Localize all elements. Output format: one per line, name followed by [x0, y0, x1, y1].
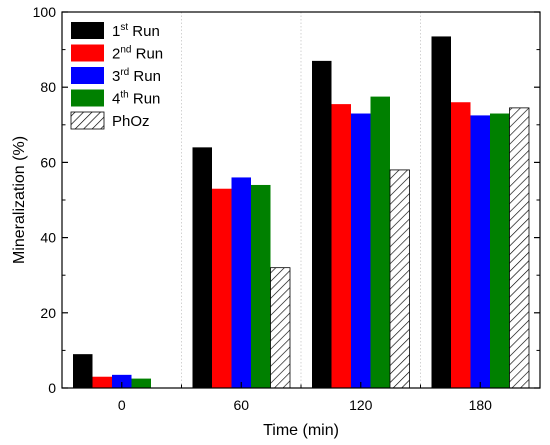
bar-series-3-cat-60 [231, 177, 251, 388]
bar-series-3-cat-120 [351, 113, 371, 389]
legend-swatch [70, 111, 105, 130]
legend-swatch [71, 22, 104, 39]
bar-series-5-cat-120 [389, 169, 410, 389]
bar-series-4-cat-120 [370, 96, 390, 388]
bar-series-4-cat-60 [251, 184, 271, 388]
y-tick-label: 0 [48, 380, 56, 396]
bar-series-2-cat-120 [331, 104, 351, 389]
bar-series-1-cat-60 [192, 147, 212, 388]
bar-series-4-cat-0 [131, 378, 151, 388]
y-tick-label: 40 [40, 230, 56, 246]
y-axis-label: Mineralization (%) [11, 136, 28, 264]
legend-label: 4th Run [112, 90, 160, 108]
bar-series-3-cat-0 [112, 374, 132, 388]
axis-ticks: 0 20 40 60 80 100 0 60 120 180 [33, 4, 541, 413]
bar-series-5-cat-60 [270, 267, 291, 389]
legend: 1st Run 2nd Run 3rd Run 4th Run PhOz [70, 22, 163, 130]
x-tick-label: 60 [233, 397, 249, 413]
legend-swatch [71, 89, 104, 107]
bar-series-2-cat-60 [212, 188, 232, 388]
legend-label: 3rd Run [112, 67, 161, 85]
x-tick-label: 180 [469, 397, 493, 413]
legend-label: 2nd Run [112, 45, 163, 63]
bar-series-2-cat-180 [451, 102, 471, 389]
legend-label: PhOz [112, 113, 150, 130]
bars [73, 36, 530, 389]
legend-swatch [71, 44, 104, 62]
bar-series-1-cat-0 [73, 354, 93, 388]
y-tick-label: 100 [33, 4, 57, 20]
legend-label: 1st Run [112, 22, 160, 40]
x-tick-label: 0 [118, 397, 126, 413]
bar-series-1-cat-120 [312, 60, 332, 388]
bar-series-3-cat-180 [470, 115, 490, 389]
x-axis-label: Time (min) [263, 422, 339, 439]
bar-series-1-cat-180 [431, 36, 451, 388]
legend-swatch [71, 67, 104, 84]
bar-series-2-cat-0 [92, 376, 112, 388]
x-tick-label: 120 [349, 397, 373, 413]
y-tick-label: 60 [40, 154, 56, 170]
bar-series-4-cat-180 [490, 113, 510, 389]
y-tick-label: 80 [40, 79, 56, 95]
bar-series-5-cat-180 [509, 107, 530, 389]
y-tick-label: 20 [40, 305, 56, 321]
